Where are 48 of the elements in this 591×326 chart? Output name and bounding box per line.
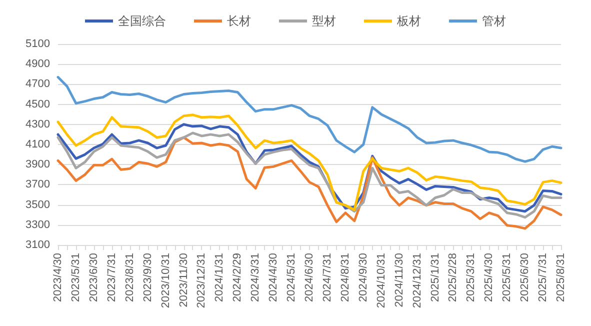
x-tick-label: 2024/4/30 — [268, 253, 280, 302]
x-tick-label: 2023/10/31 — [160, 253, 172, 308]
x-tick-label: 2025/7/31 — [537, 253, 550, 302]
legend-label: 型材 — [312, 14, 336, 28]
line-series — [56, 132, 562, 219]
x-tick-label: 2024/5/31 — [286, 253, 298, 302]
x-tick-label: 2025/1/31 — [429, 253, 442, 302]
x-tick-label: 2024/7/31 — [321, 253, 334, 302]
y-tick-label: 3900 — [26, 158, 50, 171]
legend-label: 管材 — [482, 14, 506, 28]
legend-label: 板材 — [396, 14, 421, 28]
line-series — [56, 136, 562, 230]
x-tick-label: 2023/4/30 — [52, 253, 64, 302]
x-tick-label: 2025/4/30 — [483, 253, 496, 302]
x-tick-label: 2023/8/31 — [124, 253, 136, 302]
y-tick-label: 3700 — [26, 178, 50, 191]
y-tick-label: 3500 — [26, 198, 50, 211]
y-tick-label: 3100 — [26, 239, 50, 251]
y-tick-label: 4500 — [26, 98, 50, 110]
x-tick-label: 2023/7/31 — [106, 253, 118, 302]
x-tick-label: 2024/9/30 — [357, 253, 370, 302]
x-tick-label: 2025/2/28 — [447, 253, 460, 302]
x-tick-label: 2024/6/30 — [304, 253, 316, 302]
x-tick-label: 2025/6/30 — [519, 253, 532, 302]
x-tick-label: 2024/2/29 — [232, 253, 244, 302]
y-tick-label: 3300 — [26, 218, 50, 231]
x-tick-label: 2025/3/31 — [465, 253, 478, 302]
x-tick-label: 2024/10/31 — [375, 253, 388, 308]
legend-label: 全国综合 — [118, 14, 166, 28]
x-tick-label: 2024/3/31 — [250, 253, 262, 302]
y-tick-label: 4900 — [26, 58, 50, 70]
x-tick-label: 2025/8/31 — [555, 253, 567, 302]
x-tick-label: 2024/12/31 — [411, 253, 424, 308]
x-tick-label: 2024/11/30 — [393, 253, 406, 308]
x-tick-label: 2023/6/30 — [88, 253, 100, 302]
y-tick-label: 4300 — [26, 118, 50, 130]
x-tick-label: 2024/8/31 — [339, 253, 352, 302]
x-tick-label: 2023/5/31 — [70, 253, 82, 302]
x-tick-label: 2023/12/31 — [196, 253, 208, 308]
y-tick-label: 4700 — [26, 78, 50, 90]
legend-label: 长材 — [227, 14, 251, 28]
x-tick-label: 2023/11/30 — [178, 253, 190, 308]
x-tick-label: 2023/9/30 — [142, 253, 154, 302]
line-series — [56, 76, 562, 163]
x-tick-label: 2024/1/31 — [214, 253, 226, 302]
y-tick-label: 5100 — [26, 38, 50, 50]
x-tick-label: 2025/5/31 — [501, 253, 514, 302]
y-tick-label: 4100 — [26, 138, 50, 150]
